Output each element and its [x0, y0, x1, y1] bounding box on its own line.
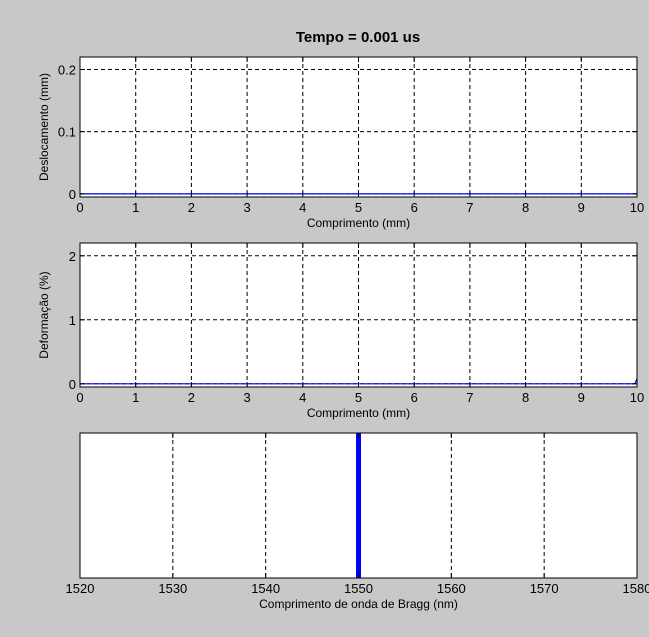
- y-tick-label: 1: [69, 313, 76, 328]
- x-tick-label: 2: [188, 390, 195, 405]
- x-tick-label: 1: [132, 200, 139, 215]
- x-tick-label: 5: [355, 390, 362, 405]
- x-tick-label: 4: [299, 200, 306, 215]
- chart-2: 0 1 2 3 4 5 6 7 8 9 10 0 1 2 Comprimento (mm) Deformaçã…: [37, 242, 644, 420]
- x-tick-label: 1580: [623, 581, 649, 596]
- x-tick-label: 10: [630, 200, 644, 215]
- x-tick-label: 0: [76, 200, 83, 215]
- x-axis-label: Comprimento (mm): [307, 406, 410, 420]
- y-tick-label: 0.1: [58, 125, 76, 140]
- x-tick-label: 4: [299, 390, 306, 405]
- x-tick-label: 1540: [251, 581, 280, 596]
- figure-title: Tempo = 0.001 us: [296, 29, 420, 46]
- y-axis-label: Deformação (%): [37, 271, 51, 358]
- x-tick-label: 8: [522, 200, 529, 215]
- y-tick-label: 0.2: [58, 62, 76, 77]
- x-tick-label: 7: [466, 390, 473, 405]
- y-tick-label: 2: [69, 249, 76, 264]
- x-tick-label: 1560: [437, 581, 466, 596]
- chart-3: 1520 1530 1540 1550 1560 1570 1580 Comprimento …: [66, 432, 649, 611]
- x-axis-label: Comprimento (mm): [307, 216, 410, 230]
- x-tick-label: 7: [466, 200, 473, 215]
- x-tick-label: 5: [355, 200, 362, 215]
- x-tick-label: 0: [76, 390, 83, 405]
- x-tick-label: 6: [411, 200, 418, 215]
- y-axis-label: Deslocamento (mm): [37, 73, 51, 181]
- x-tick-label: 3: [243, 200, 250, 215]
- x-axis-label: Comprimento de onda de Bragg (nm): [259, 597, 458, 611]
- x-tick-label: 10: [630, 390, 644, 405]
- x-tick-label: 1530: [158, 581, 187, 596]
- x-tick-label: 9: [578, 390, 585, 405]
- x-tick-label: 1570: [530, 581, 559, 596]
- x-tick-label: 1520: [66, 581, 95, 596]
- x-tick-label: 3: [243, 390, 250, 405]
- x-tick-label: 8: [522, 390, 529, 405]
- x-tick-label: 1: [132, 390, 139, 405]
- x-tick-label: 1550: [344, 581, 373, 596]
- x-tick-label: 9: [578, 200, 585, 215]
- x-tick-label: 6: [411, 390, 418, 405]
- y-tick-label: 0: [69, 187, 76, 202]
- x-tick-label: 2: [188, 200, 195, 215]
- chart-1: 0 1 2 3 4 5 6 7 8 9 10 0 0.1 0.2 Comprimento (mm) Deslo…: [37, 56, 644, 230]
- y-tick-label: 0: [69, 377, 76, 392]
